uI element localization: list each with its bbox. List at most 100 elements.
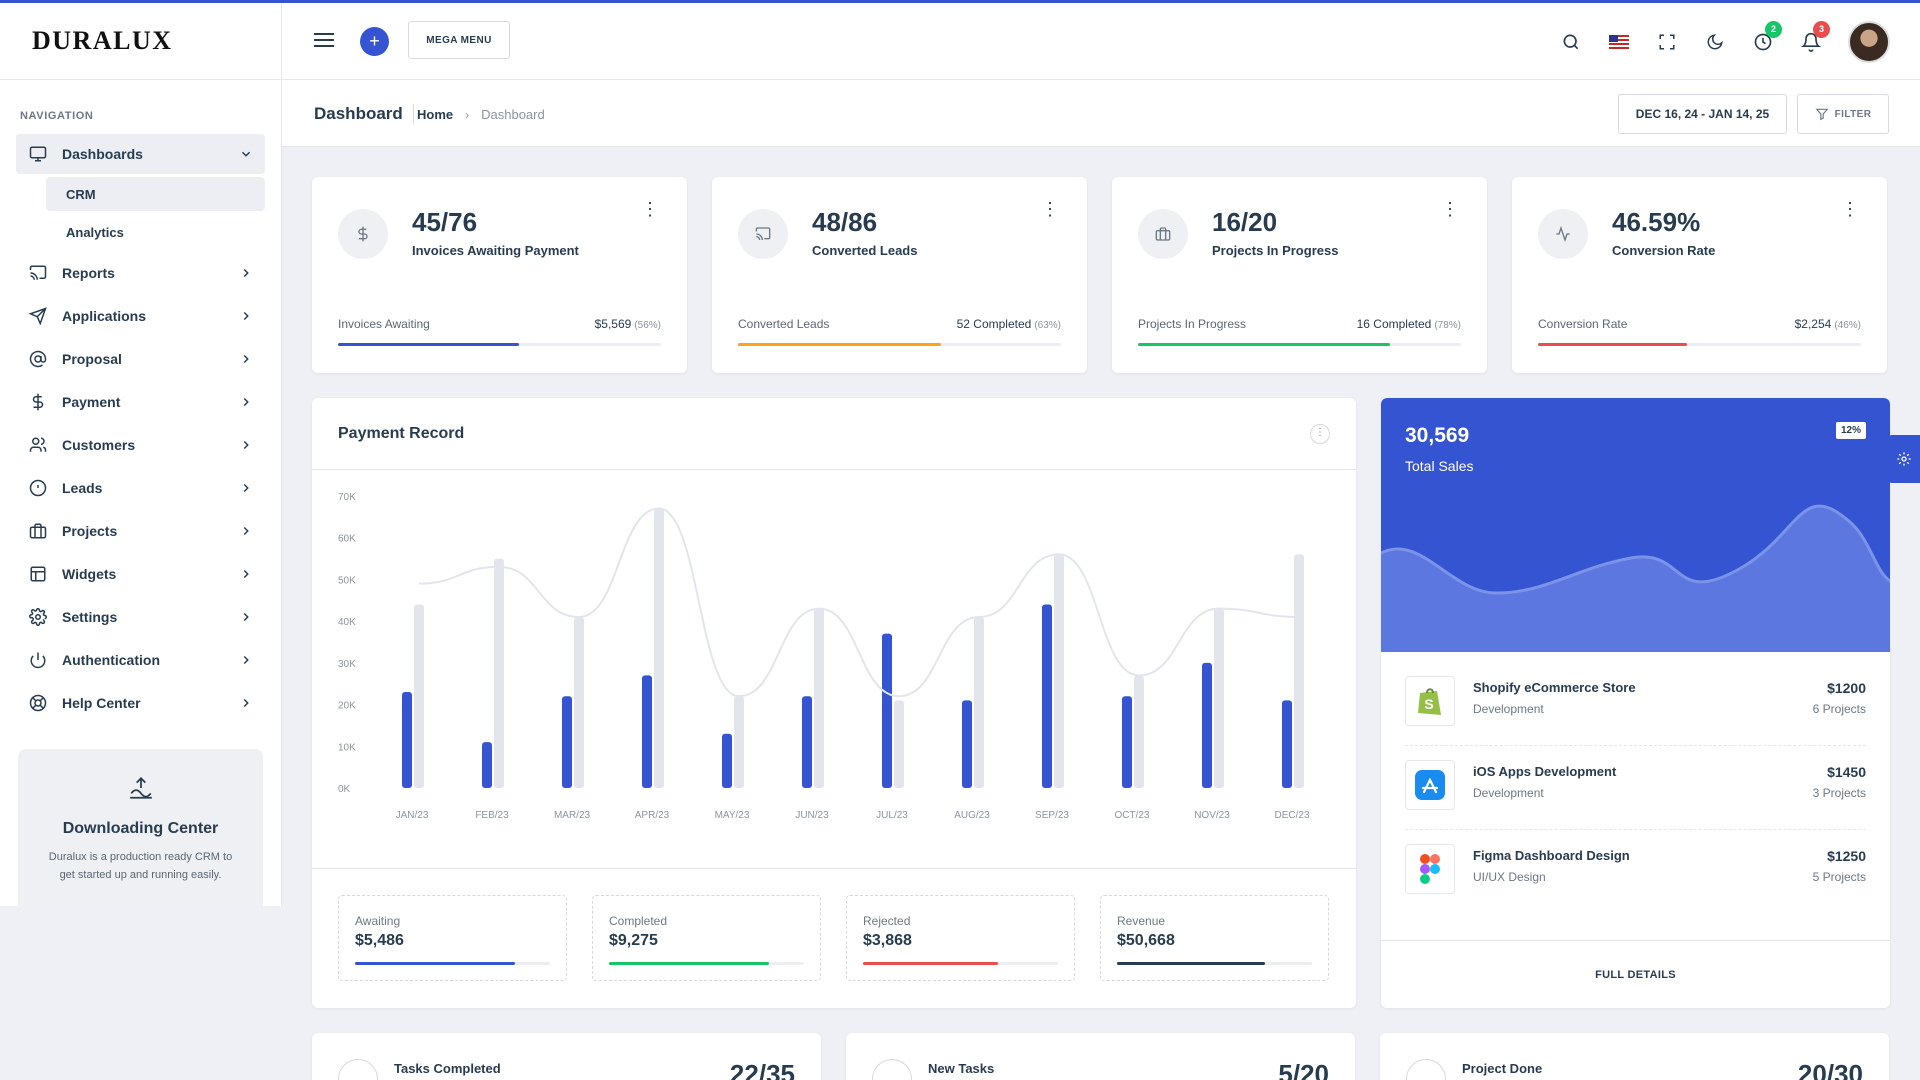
filter-button[interactable]: FILTER	[1797, 94, 1889, 134]
stat-foot-label: Invoices Awaiting	[338, 317, 430, 331]
power-icon	[28, 650, 48, 670]
sidebar-item-payment[interactable]: Payment	[16, 382, 265, 422]
y-tick-label: 10K	[338, 742, 356, 753]
project-name: Figma Dashboard Design	[1473, 848, 1630, 863]
sidebar-item-proposal[interactable]: Proposal	[16, 339, 265, 379]
stat-card: 45/76 Invoices Awaiting Payment ⋮ Invoices …	[312, 177, 687, 373]
project-row[interactable]: iOS Apps Development Development $1450 3 Pr…	[1405, 746, 1866, 830]
bar-secondary	[974, 616, 984, 788]
sidebar-item-widgets[interactable]: Widgets	[16, 554, 265, 594]
hamburger-menu-icon[interactable]	[314, 31, 336, 54]
send-icon	[28, 306, 48, 326]
clock-icon[interactable]: 2	[1752, 20, 1782, 53]
progress-track	[1138, 343, 1461, 346]
bar-primary	[402, 692, 412, 788]
stat-card: 46.59% Conversion Rate ⋮ Conversion Rate $2,…	[1512, 177, 1887, 373]
payment-summary-completed: Completed $9,275	[592, 895, 821, 981]
summary-card: New Tasks 5/20	[846, 1033, 1355, 1080]
project-row[interactable]: S Shopify eCommerce Store Development $1200…	[1405, 662, 1866, 746]
more-options-icon[interactable]: ⋮	[1841, 199, 1859, 219]
dark-mode-moon-icon[interactable]	[1704, 31, 1726, 53]
sidebar-item-authentication[interactable]: Authentication	[16, 640, 265, 680]
project-count: 5 Projects	[1812, 870, 1866, 884]
sidebar-item-leads[interactable]: Leads	[16, 468, 265, 508]
breadcrumb: Home › Dashboard	[417, 107, 545, 122]
full-details-button[interactable]: FULL DETAILS	[1381, 940, 1890, 1008]
download-center-text: Duralux is a production ready CRM to get…	[48, 851, 233, 881]
project-price: $1250	[1827, 848, 1866, 864]
more-options-icon[interactable]: ⋮	[641, 199, 659, 219]
bar-primary	[882, 633, 892, 788]
summary-label: Awaiting	[355, 914, 401, 928]
more-options-icon[interactable]: ⋮	[1041, 199, 1059, 219]
summary-value: $3,868	[863, 932, 912, 949]
stat-foot-label: Conversion Rate	[1538, 317, 1628, 331]
bar-secondary	[894, 700, 904, 788]
y-tick-label: 70K	[338, 492, 356, 503]
payment-summary-rejected: Rejected $3,868	[846, 895, 1075, 981]
summary-value: $50,668	[1117, 932, 1175, 949]
sidebar-item-label: Payment	[62, 394, 121, 410]
sidebar-item-applications[interactable]: Applications	[16, 296, 265, 336]
gear-icon	[28, 607, 48, 627]
sidebar-item-label: Leads	[62, 480, 103, 496]
payment-record-title: Payment Record	[338, 424, 465, 442]
search-icon[interactable]	[1560, 31, 1582, 53]
add-button[interactable]: +	[360, 27, 389, 56]
stat-foot-value: $5,569	[594, 317, 632, 331]
breadcrumb-home[interactable]: Home	[417, 107, 454, 122]
progress-fill	[863, 962, 998, 965]
sidebar-item-help-center[interactable]: Help Center	[16, 683, 265, 723]
sidebar-item-projects[interactable]: Projects	[16, 511, 265, 551]
summary-card-value: 20/30	[1797, 1059, 1863, 1080]
cast-icon	[738, 209, 788, 259]
dollar-icon	[28, 392, 48, 412]
top-header: + MEGA MENU 2 3	[282, 3, 1920, 80]
x-tick-label: JUN/23	[795, 810, 829, 821]
progress-track	[738, 343, 1061, 346]
sidebar-subitem-analytics[interactable]: Analytics	[66, 224, 124, 240]
mega-menu-button[interactable]: MEGA MENU	[408, 21, 510, 59]
sidebar-item-customers[interactable]: Customers	[16, 425, 265, 465]
clock-badge: 2	[1765, 20, 1782, 38]
activity-icon	[1538, 209, 1588, 259]
bar-secondary	[1134, 675, 1144, 788]
sales-wave-chart	[1381, 504, 1890, 652]
settings-gear-tab[interactable]	[1888, 435, 1920, 483]
us-flag-icon[interactable]	[1608, 31, 1630, 53]
stat-foot-percent: (63%)	[1034, 320, 1061, 331]
stat-foot-label: Converted Leads	[738, 317, 830, 331]
y-tick-label: 50K	[338, 575, 356, 586]
project-row[interactable]: Figma Dashboard Design UI/UX Design $1250 5…	[1405, 830, 1866, 914]
sidebar-item-label: Reports	[62, 265, 115, 281]
brand-logo[interactable]: DURALUX	[0, 3, 281, 80]
chevron-right-icon	[239, 696, 253, 710]
project-type: Development	[1473, 702, 1544, 716]
top-accent-line	[0, 0, 1920, 3]
sidebar-item-reports[interactable]: Reports	[16, 253, 265, 293]
avatar[interactable]	[1848, 20, 1890, 63]
bar-primary	[722, 733, 732, 788]
star-icon	[338, 1059, 378, 1080]
sidebar-item-label: Customers	[62, 437, 136, 453]
more-options-icon[interactable]: ⋮	[1441, 199, 1459, 219]
sidebar-item-settings[interactable]: Settings	[16, 597, 265, 637]
bar-secondary	[574, 616, 584, 788]
y-tick-label: 0K	[338, 784, 351, 795]
bar-secondary	[1054, 554, 1064, 788]
more-options-icon[interactable]: ⋮	[1310, 423, 1330, 444]
payment-summary-revenue: Revenue $50,668	[1100, 895, 1329, 981]
stat-label: Invoices Awaiting Payment	[412, 243, 579, 258]
sidebar-item-dashboards[interactable]: Dashboards	[16, 134, 265, 174]
growth-badge: 12%	[1835, 422, 1866, 439]
gear-icon	[1897, 452, 1911, 466]
appstore-icon	[1405, 760, 1455, 810]
svg-text:S: S	[1424, 696, 1433, 712]
stat-value: 46.59%	[1612, 207, 1701, 237]
sidebar-subitem-crm[interactable]: CRM	[46, 177, 265, 211]
date-range-button[interactable]: DEC 16, 24 - JAN 14, 25	[1618, 94, 1787, 134]
bar-primary	[1122, 696, 1132, 788]
summary-card-value: 5/20	[1278, 1059, 1329, 1080]
fullscreen-icon[interactable]	[1656, 31, 1678, 53]
bell-icon[interactable]: 3	[1800, 20, 1830, 53]
